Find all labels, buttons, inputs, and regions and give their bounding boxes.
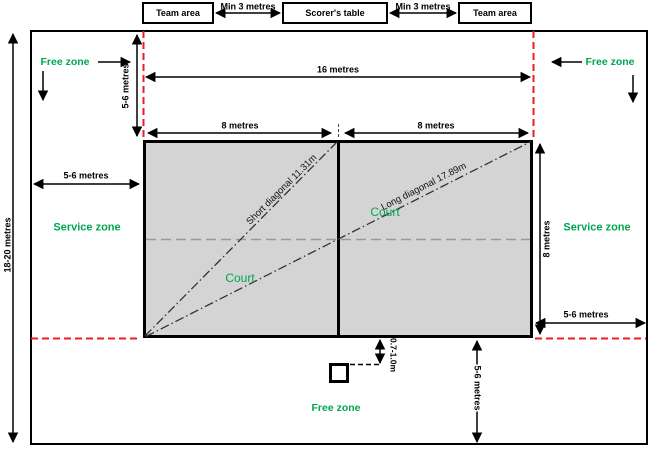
post-offset-label: 0.7-1.0m: [388, 337, 399, 373]
team-area-left-label: Team area: [156, 8, 200, 18]
court-width-label: 8 metres: [541, 220, 552, 258]
scorers-table-label: Scorer's table: [305, 8, 365, 18]
short-diagonal-line: [144, 141, 338, 337]
service-zone-right-label: Service zone: [563, 221, 631, 234]
free-zone-outline: [30, 30, 648, 445]
court-right-label: Court: [370, 205, 400, 219]
half-court-right-label: 8 metres: [417, 120, 455, 131]
long-diagonal-line: [145, 140, 532, 338]
free-zone-top-right-label: Free zone: [585, 55, 635, 68]
court-length-label: 16 metres: [316, 64, 360, 75]
overall-depth-label: 18-20 metres: [2, 217, 13, 273]
scorers-table-box: Scorer's table: [282, 2, 388, 24]
half-court-left-label: 8 metres: [221, 120, 259, 131]
free-zone-bottom-depth-label: 5-6 metres: [472, 364, 483, 412]
free-zone-top-left-label: Free zone: [40, 55, 90, 68]
team-area-box-right: Team area: [458, 2, 532, 24]
service-zone-right-depth-label: 5-6 metres: [563, 309, 609, 320]
team-area-box-left: Team area: [142, 2, 214, 24]
free-zone-top-depth-label: 5-6 metres: [120, 63, 131, 109]
court-left-label: Court: [225, 271, 255, 285]
free-zone-bottom-label: Free zone: [311, 401, 361, 414]
service-zone-left-depth-label: 5-6 metres: [63, 170, 109, 181]
net-post-marker: [329, 363, 349, 383]
team-area-right-label: Team area: [473, 8, 517, 18]
min3-left-label: Min 3 metres: [220, 1, 276, 12]
min3-right-label: Min 3 metres: [395, 1, 451, 12]
service-zone-left-label: Service zone: [53, 221, 121, 234]
